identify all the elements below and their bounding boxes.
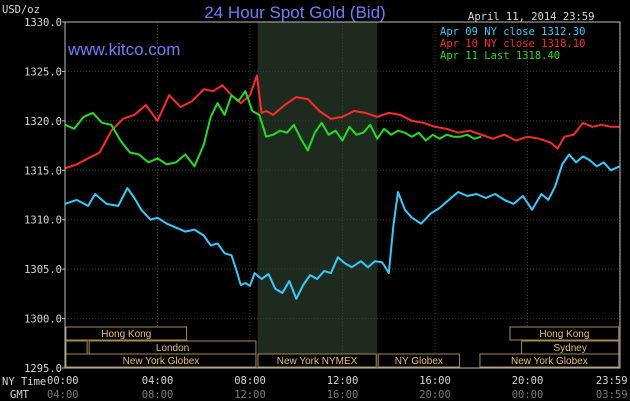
session-label: NY Globex [395,356,443,367]
unit-label: USD/oz [2,4,40,16]
price-lines [64,74,621,300]
y-tick-label: 1330.0 [24,17,62,29]
session-label: Sydney [553,343,586,354]
date-label: April 11, 2014 23:59 [468,11,594,23]
x-tick-label-gmt: 16:00 [327,389,359,401]
x-tick-label-ny: 04:00 [142,375,174,387]
x-tick-label-ny: 12:00 [327,375,359,387]
session-box [509,326,620,341]
chart-title: 24 Hour Spot Gold (Bid) [204,3,385,22]
x-tick-label-gmt: 04:00 [47,389,79,401]
session-label: New York Globex [511,356,588,367]
session-label: New York Globex [123,356,200,367]
x-tick-label-ny: 16:00 [419,375,451,387]
session-box [65,353,257,368]
trading-sessions: Hong Kong London New York Globex New York N… [65,326,620,368]
plot-frame [64,21,621,369]
y-tick-label: 1300.0 [24,314,62,326]
x-tick-label-ny: 20:00 [512,375,544,387]
legend-apr09: Apr 09 NY close 1312.30 [440,26,585,38]
x-tick-label-gmt: 03:59 [596,389,628,401]
x-tick-label-gmt: 12:00 [234,389,266,401]
session-label: Hong Kong [539,329,589,340]
y-tick-label: 1325.0 [24,66,62,78]
session-box [65,340,88,355]
x-tick-label-ny: 23:59 [596,375,628,387]
x-tick-label-ny: 00:00 [47,375,79,387]
y-tick-label: 1310.0 [24,215,62,227]
legend-apr11: Apr 11 Last 1318.40 [440,50,560,62]
session-box [479,353,620,368]
x-tick-label-gmt: 08:00 [142,389,174,401]
gmt-label: GMT [10,389,30,401]
y-axis-ticks: 1295.0 1300.0 1305.0 1310.0 1315.0 1320.0 1325… [24,17,65,375]
session-box [257,353,377,368]
x-tick-label-ny: 08:00 [234,375,266,387]
nymex-shaded-region [257,22,378,368]
series-line-2 [64,90,482,168]
x-axis-ticks: 00:00 04:00 04:00 08:00 08:00 12:00 12:00 16:00… [47,375,628,401]
session-label: London [156,343,189,354]
series-line-1 [64,74,620,170]
session-box [377,353,460,368]
session-label: New York NYMEX [277,356,358,367]
x-tick-label-gmt: 20:00 [419,389,451,401]
y-tick-label: 1320.0 [24,116,62,128]
y-tick-label: 1315.0 [24,165,62,177]
legend-apr10: Apr 10 NY close 1318.10 [440,38,585,50]
series-line-0 [64,153,621,300]
y-tick-label: 1295.0 [24,363,62,375]
y-tick-label: 1305.0 [24,264,62,276]
site-url[interactable]: www.kitco.com [67,40,180,59]
session-box [65,326,188,341]
session-label: Hong Kong [101,329,151,340]
x-tick-label-gmt: 00:00 [512,389,544,401]
ny-time-label: NY Time [2,376,46,388]
